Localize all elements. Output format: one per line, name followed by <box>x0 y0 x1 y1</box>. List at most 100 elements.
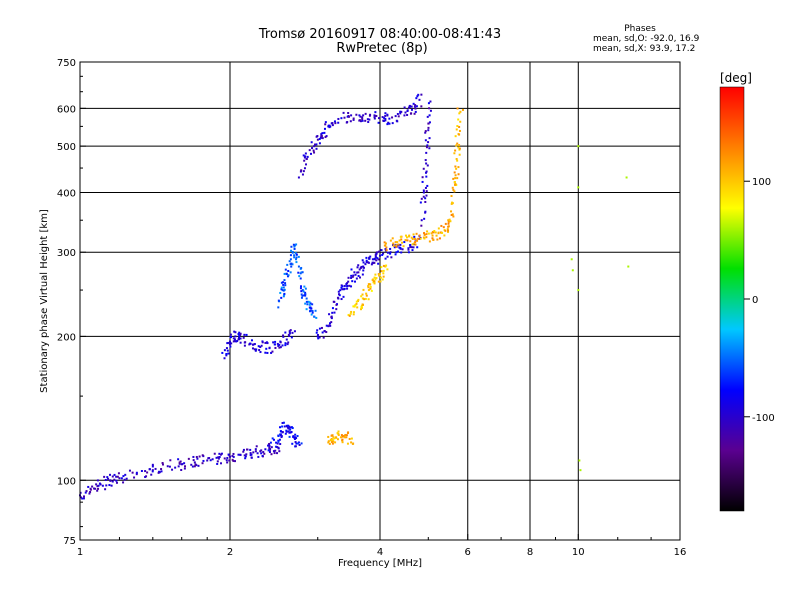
data-point <box>347 115 350 118</box>
data-point <box>396 113 399 116</box>
data-point <box>233 338 236 341</box>
data-point <box>301 289 304 292</box>
data-point <box>336 438 339 441</box>
data-point <box>279 340 282 343</box>
data-point <box>223 357 226 360</box>
data-point <box>287 424 290 427</box>
x-axis-ticks: 1 2 4 6 8 10 16 <box>77 534 686 558</box>
data-point <box>399 243 402 246</box>
data-point <box>396 241 399 244</box>
data-point <box>440 224 443 227</box>
data-point <box>377 262 380 265</box>
data-point <box>278 450 281 453</box>
data-point <box>347 313 350 316</box>
data-point <box>115 475 118 478</box>
data-point <box>284 268 287 271</box>
data-point <box>105 484 108 487</box>
data-point <box>454 165 457 168</box>
data-point <box>309 302 312 305</box>
data-point <box>384 114 387 117</box>
data-point <box>423 237 426 240</box>
data-point <box>232 337 235 340</box>
data-point <box>315 147 318 150</box>
data-point <box>388 122 391 125</box>
data-point <box>381 278 384 281</box>
data-point <box>428 114 431 117</box>
data-point <box>113 473 116 476</box>
data-point <box>284 432 287 435</box>
data-point <box>231 454 234 457</box>
data-point <box>453 181 456 184</box>
data-point <box>158 471 161 474</box>
data-point <box>359 115 362 118</box>
data-point <box>428 147 431 150</box>
data-point <box>208 457 211 460</box>
data-point <box>308 301 311 304</box>
data-point <box>148 468 151 471</box>
data-point <box>265 347 268 350</box>
data-point <box>283 272 286 275</box>
data-point <box>183 462 186 465</box>
data-point <box>382 272 385 275</box>
data-point <box>420 224 423 227</box>
data-point <box>389 247 392 250</box>
data-point <box>168 465 171 468</box>
data-point <box>579 469 582 472</box>
data-point <box>410 105 413 108</box>
colorbar-tick-label: 0 <box>752 295 758 306</box>
data-point <box>315 316 318 319</box>
data-point <box>407 251 410 254</box>
chart-title: Tromsø 20160917 08:40:00-08:41:43 <box>258 27 501 42</box>
data-point <box>260 449 263 452</box>
data-point <box>627 265 630 268</box>
data-point <box>335 308 338 311</box>
data-point <box>304 291 307 294</box>
data-point <box>379 254 381 257</box>
data-point <box>292 243 295 246</box>
data-point <box>386 268 389 271</box>
data-point <box>279 443 282 446</box>
data-point <box>107 477 110 480</box>
data-point <box>399 112 402 115</box>
data-point <box>577 186 580 189</box>
data-point <box>389 252 392 255</box>
data-point <box>332 436 335 439</box>
data-point <box>450 202 453 205</box>
data-point <box>93 487 96 490</box>
data-point <box>345 283 348 286</box>
data-point <box>451 201 454 204</box>
data-point <box>297 271 300 274</box>
data-point <box>394 253 397 256</box>
data-point <box>233 330 236 333</box>
x-tick-label: 10 <box>572 547 585 558</box>
data-point <box>425 162 428 165</box>
data-point <box>457 146 460 149</box>
data-point <box>264 341 267 344</box>
data-point <box>384 248 387 251</box>
data-point <box>294 433 297 436</box>
data-point <box>178 461 181 464</box>
data-point <box>364 112 367 115</box>
data-point <box>391 237 394 240</box>
data-point <box>289 428 292 431</box>
data-point <box>151 470 154 473</box>
data-point <box>286 275 289 278</box>
data-point <box>458 129 461 132</box>
data-point <box>232 452 235 455</box>
data-point <box>293 330 296 333</box>
data-point <box>276 342 279 345</box>
data-point <box>284 342 287 345</box>
data-point <box>364 297 367 300</box>
data-point <box>89 490 92 493</box>
data-point <box>417 237 420 240</box>
data-point <box>393 246 396 249</box>
data-point <box>408 104 411 107</box>
data-point <box>109 479 112 482</box>
data-point <box>239 453 242 456</box>
data-point <box>384 119 387 122</box>
data-point <box>258 349 261 352</box>
data-point <box>350 276 353 279</box>
data-point <box>305 163 308 166</box>
data-point <box>304 152 307 155</box>
data-point <box>368 118 371 121</box>
